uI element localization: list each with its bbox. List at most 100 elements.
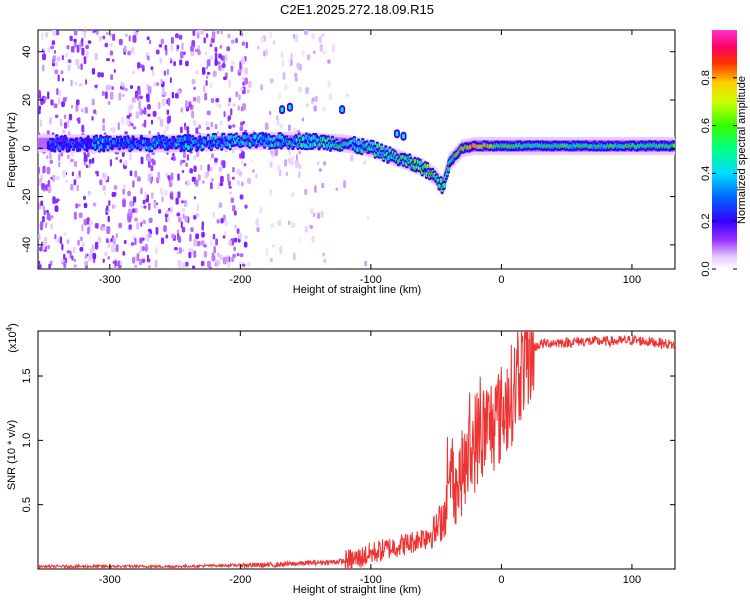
heatmap-cell [81, 47, 85, 56]
heatmap-cell [253, 134, 257, 140]
heatmap-cell [131, 70, 136, 75]
heatmap-cell [309, 209, 314, 215]
heatmap-cell [73, 160, 78, 168]
heatmap-cell [43, 47, 46, 52]
heatmap-cell [237, 105, 240, 111]
heatmap-cell [57, 74, 60, 82]
heatmap-cell [54, 69, 59, 75]
heatmap-cell [115, 233, 118, 239]
heatmap-cell [239, 61, 242, 70]
heatmap-cell [189, 168, 193, 174]
heatmap-cell [112, 204, 115, 209]
heatmap-cell [128, 208, 132, 214]
heatmap-cell [61, 77, 65, 82]
heatmap-cell [160, 38, 165, 45]
heatmap-cell [155, 247, 158, 255]
heatmap-cell [84, 260, 89, 266]
heatmap-cell [143, 107, 147, 115]
heatmap-cell [277, 118, 280, 126]
heatmap-cell [280, 50, 284, 59]
heatmap-cell [180, 107, 184, 113]
heatmap-cell [70, 79, 73, 87]
heatmap-cell [200, 30, 204, 35]
heatmap-cell [81, 241, 85, 248]
heatmap-cell [147, 86, 152, 94]
heatmap-cell [153, 201, 157, 209]
heatmap-cell [192, 265, 196, 269]
heatmap-cell [181, 169, 185, 173]
heatmap-cell [321, 182, 324, 189]
heatmap-cell [327, 80, 331, 88]
heatmap-cell [209, 266, 213, 269]
heatmap-cell [81, 224, 84, 232]
heatmap-cell [180, 51, 184, 59]
heatmap-cell [291, 222, 295, 228]
heatmap-xtick-label: 100 [623, 274, 641, 286]
page-title: C2E1.2025.272.18.09.R15 [280, 2, 434, 17]
heatmap-cell [413, 158, 417, 164]
heatmap-cell [230, 108, 233, 116]
heatmap-xtick-label: -300 [99, 274, 121, 286]
heatmap-cell [216, 30, 220, 35]
heatmap-cell [102, 35, 106, 40]
heatmap-cell [130, 242, 135, 246]
heatmap-cell [148, 202, 151, 211]
heatmap-cell [216, 219, 220, 224]
heatmap-cell [181, 262, 186, 269]
heatmap-cell [60, 259, 65, 263]
heatmap-cell [129, 200, 134, 207]
heatmap-cell [296, 62, 301, 69]
heatmap-cell [107, 101, 111, 105]
heatmap-cell [52, 63, 55, 67]
heatmap-cell [277, 220, 282, 227]
heatmap-cell [193, 238, 197, 247]
heatmap-cell [137, 62, 141, 69]
heatmap-cell [209, 55, 214, 60]
heatmap-cell [185, 99, 188, 108]
heatmap-cell [38, 264, 42, 269]
heatmap-cell [133, 196, 137, 203]
heatmap-cell [47, 91, 50, 99]
heatmap-cell [83, 218, 88, 226]
heatmap-cell [317, 212, 321, 219]
heatmap-cell [52, 174, 56, 182]
heatmap-cell [244, 77, 249, 85]
heatmap-cell [227, 33, 231, 39]
heatmap-cell [269, 78, 274, 84]
heatmap-cell [76, 44, 80, 53]
heatmap-cell [227, 261, 231, 268]
heatmap-cell [58, 153, 61, 162]
heatmap-cell [222, 256, 227, 265]
heatmap-cell [343, 180, 346, 188]
heatmap-cell [45, 222, 48, 229]
heatmap-cell [78, 42, 82, 50]
heatmap-cell [59, 236, 63, 244]
snr-ytick-label: 1.5 [21, 368, 33, 383]
heatmap-cell [144, 246, 148, 252]
heatmap-cell [174, 33, 179, 39]
heatmap-cell [206, 135, 210, 141]
heatmap-cell [94, 241, 99, 250]
heatmap-cell [188, 251, 192, 259]
heatmap-cell [175, 197, 179, 205]
heatmap-cell [322, 50, 327, 55]
heatmap-cell [305, 87, 309, 94]
heatmap-cell [122, 184, 127, 190]
heatmap-cell [231, 256, 235, 263]
heatmap-cell [310, 207, 314, 211]
heatmap-cell [188, 182, 191, 186]
heatmap-cell [311, 236, 315, 243]
heatmap-cell [77, 239, 80, 246]
heatmap-cell [298, 150, 302, 155]
heatmap-cell [50, 45, 55, 50]
heatmap-cell [106, 226, 111, 234]
heatmap-cell [291, 191, 295, 197]
heatmap-cell [304, 188, 308, 195]
heatmap-cell [154, 260, 158, 268]
heatmap-cell [62, 96, 67, 103]
heatmap-cell [115, 244, 119, 252]
heatmap-cell [142, 237, 145, 241]
heatmap-cell [227, 173, 230, 182]
heatmap-cell [139, 108, 144, 116]
heatmap-cell [301, 117, 305, 122]
